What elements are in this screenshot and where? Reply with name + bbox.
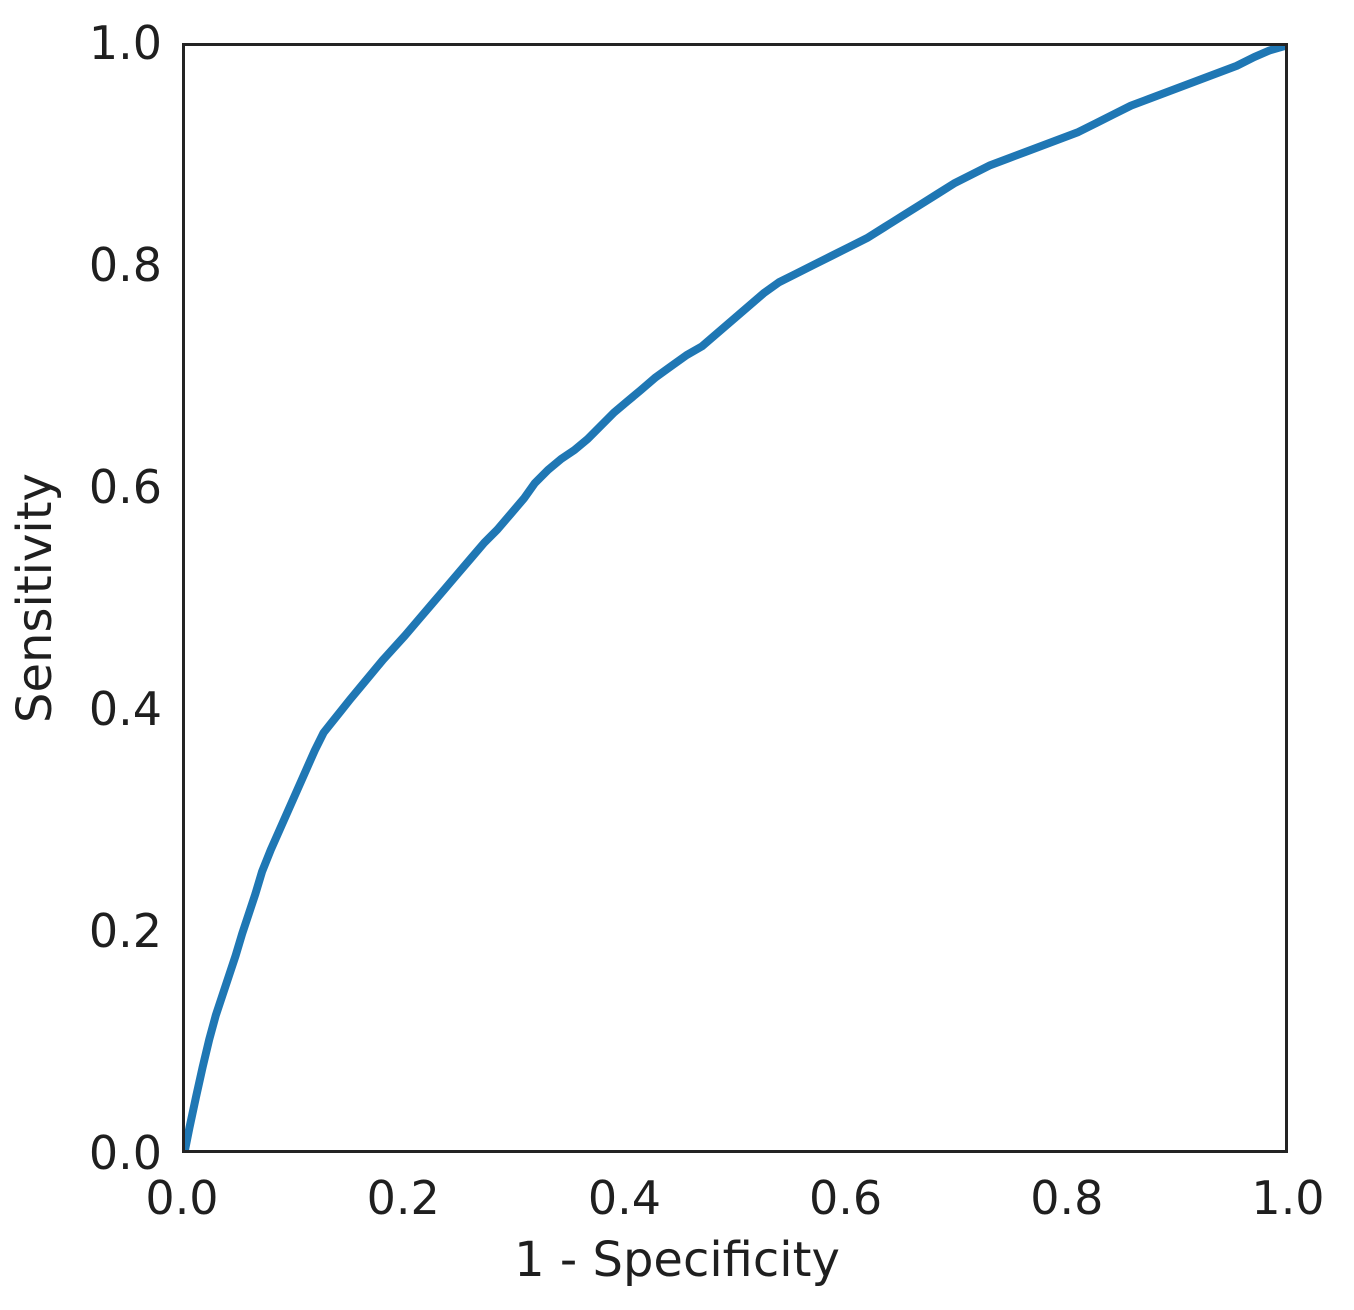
plot-area	[182, 43, 1288, 1153]
x-tick-label: 0.6	[809, 1171, 883, 1225]
y-axis-label-container: Sensitivity	[0, 0, 70, 1196]
y-tick-label: 0.6	[88, 460, 162, 514]
x-tick-label: 0.2	[366, 1171, 440, 1225]
x-tick-label: 0.0	[145, 1171, 219, 1225]
x-tick-label: 1.0	[1251, 1171, 1325, 1225]
x-tick-label: 0.4	[587, 1171, 661, 1225]
y-axis-label: Sensitivity	[7, 473, 64, 723]
plot-canvas	[185, 46, 1285, 1150]
y-tick-label: 0.2	[88, 904, 162, 958]
x-tick-label: 0.8	[1030, 1171, 1104, 1225]
y-tick-label: 0.0	[88, 1126, 162, 1180]
x-axis-label: 1 - Specificity	[514, 1232, 840, 1288]
y-tick-label: 0.4	[88, 682, 162, 736]
roc-curve-line	[185, 46, 1285, 1150]
y-tick-label: 1.0	[88, 16, 162, 70]
y-tick-label: 0.8	[88, 238, 162, 292]
